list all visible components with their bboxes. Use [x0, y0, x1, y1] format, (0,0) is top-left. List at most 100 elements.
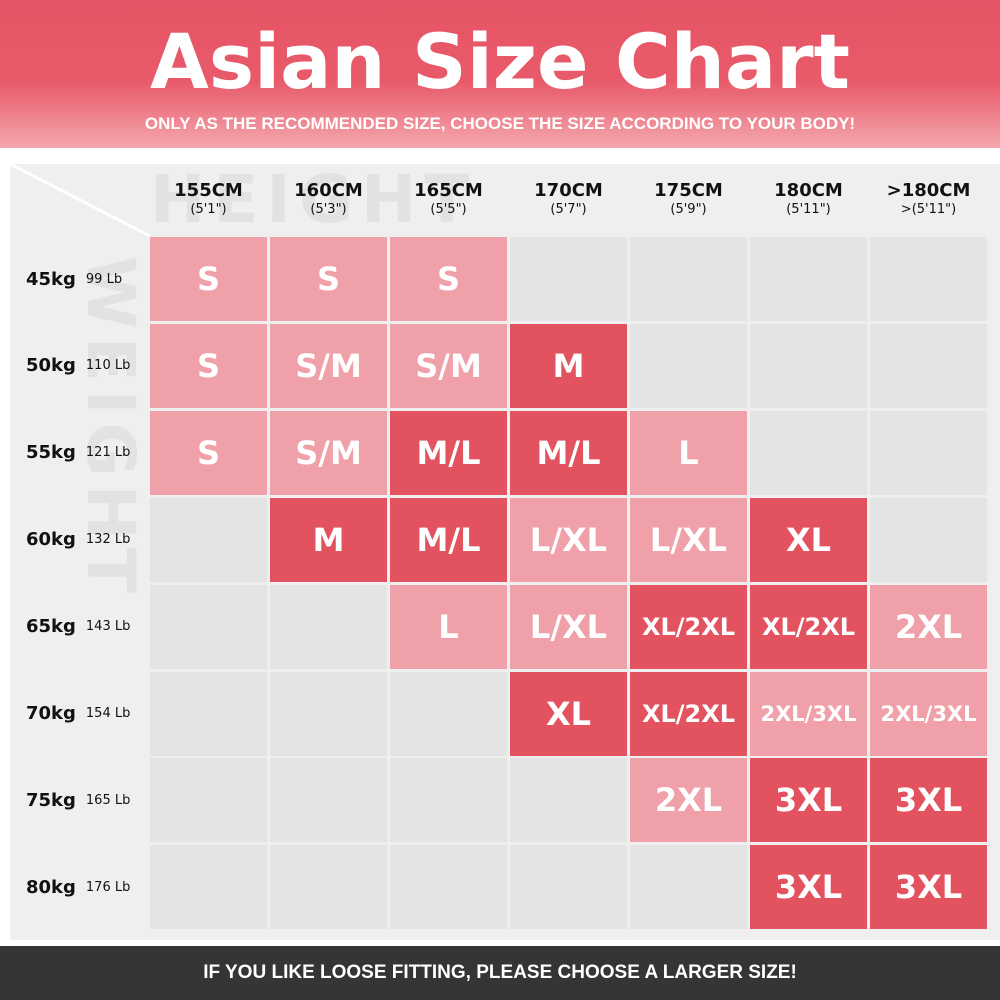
- size-cell: S/M: [270, 410, 387, 495]
- size-cell: 2XL: [630, 758, 747, 843]
- size-cell: 2XL/3XL: [750, 671, 867, 756]
- corner-diagonal: [10, 164, 150, 236]
- row-header: 45kg 99 Lb: [26, 237, 146, 321]
- empty-cell: [510, 758, 627, 843]
- height-cm: 165CM: [414, 180, 483, 201]
- size-cell: 2XL/3XL: [870, 671, 987, 756]
- height-feet: (5'5"): [430, 202, 467, 217]
- size-cell: 3XL: [870, 845, 987, 930]
- weight-kg: 55kg: [26, 442, 76, 464]
- size-cell: M: [510, 323, 627, 408]
- size-cell: S: [150, 323, 267, 408]
- size-cell: S/M: [390, 323, 507, 408]
- empty-cell: [270, 671, 387, 756]
- size-cell: S/M: [270, 323, 387, 408]
- size-cell: M/L: [510, 410, 627, 495]
- size-cell: M/L: [390, 410, 507, 495]
- size-cell: L/XL: [630, 497, 747, 582]
- empty-cell: [390, 845, 507, 930]
- size-cell: 2XL: [870, 584, 987, 669]
- diagonal-line: [10, 164, 150, 236]
- row-header: 55kg 121 Lb: [26, 411, 146, 495]
- size-cell: 3XL: [870, 758, 987, 843]
- row-header: 75kg 165 Lb: [26, 758, 146, 842]
- weight-lb: 154 Lb: [85, 706, 131, 721]
- size-cell: L: [630, 410, 747, 495]
- weight-kg: 75kg: [26, 789, 76, 811]
- weight-kg: 80kg: [26, 876, 76, 898]
- column-header: 155CM (5'1"): [150, 180, 267, 218]
- weight-lb: 99 Lb: [85, 271, 123, 287]
- empty-cell: [510, 845, 627, 930]
- empty-cell: [750, 323, 867, 408]
- empty-cell: [870, 237, 987, 321]
- height-cm: 180CM: [774, 180, 843, 201]
- column-header: 165CM (5'5"): [390, 180, 507, 218]
- height-cm: 175CM: [654, 180, 723, 201]
- height-cm: 160CM: [294, 180, 363, 201]
- weight-kg: 50kg: [26, 355, 76, 377]
- height-feet: (5'3"): [310, 202, 347, 217]
- empty-cell: [630, 237, 747, 321]
- size-cell: XL: [510, 671, 627, 756]
- column-header: 180CM (5'11"): [750, 180, 867, 218]
- size-cell: S: [150, 237, 267, 321]
- weight-kg: 60kg: [26, 529, 76, 551]
- height-feet: >(5'11"): [900, 202, 957, 217]
- empty-cell: [270, 845, 387, 930]
- size-cell: M/L: [390, 497, 507, 582]
- empty-cell: [150, 584, 267, 669]
- size-cell: L: [390, 584, 507, 669]
- watermark-height: HEIGHT: [150, 161, 478, 238]
- row-header: 70kg 154 Lb: [26, 672, 146, 756]
- size-cell: S: [390, 237, 507, 321]
- row-header: 50kg 110 Lb: [26, 324, 146, 408]
- empty-cell: [150, 845, 267, 930]
- row-header: 80kg 176 Lb: [26, 845, 146, 929]
- weight-lb: 176 Lb: [85, 879, 131, 895]
- empty-cell: [870, 410, 987, 495]
- weight-kg: 70kg: [26, 703, 76, 724]
- size-cell: S: [270, 237, 387, 321]
- empty-cell: [150, 671, 267, 756]
- size-cell: XL: [750, 497, 867, 582]
- size-cell: 3XL: [750, 758, 867, 843]
- column-header: 175CM (5'9"): [630, 180, 747, 218]
- column-header: >180CM >(5'11"): [870, 180, 987, 218]
- height-cm: 155CM: [174, 180, 243, 201]
- height-feet: (5'11"): [786, 202, 831, 217]
- empty-cell: [270, 584, 387, 669]
- height-feet: (5'1"): [190, 202, 227, 217]
- size-cell: S: [150, 410, 267, 495]
- empty-cell: [150, 497, 267, 582]
- weight-kg: 45kg: [26, 268, 76, 290]
- header-band: [0, 0, 1000, 148]
- weight-lb: 132 Lb: [85, 532, 131, 548]
- footer: IF YOU LIKE LOOSE FITTING, PLEASE CHOOSE…: [0, 946, 1000, 1000]
- weight-lb: 143 Lb: [85, 619, 131, 635]
- empty-cell: [390, 671, 507, 756]
- subtitle: ONLY AS THE RECOMMENDED SIZE, CHOOSE THE…: [144, 114, 856, 133]
- empty-cell: [870, 323, 987, 408]
- size-cell: XL/2XL: [630, 671, 747, 756]
- empty-cell: [750, 410, 867, 495]
- empty-cell: [150, 758, 267, 843]
- size-cell: XL/2XL: [750, 584, 867, 669]
- empty-cell: [390, 758, 507, 843]
- weight-lb: 165 Lb: [85, 792, 131, 808]
- empty-cell: [510, 237, 627, 321]
- height-cm: >180CM: [886, 180, 971, 201]
- empty-cell: [870, 497, 987, 582]
- row-header: 65kg 143 Lb: [26, 585, 146, 669]
- empty-cell: [750, 237, 867, 321]
- weight-lb: 121 Lb: [85, 445, 131, 461]
- column-header: 160CM (5'3"): [270, 180, 387, 218]
- title: Asian Size Chart: [150, 17, 850, 106]
- column-header: 170CM (5'7"): [510, 180, 627, 218]
- size-cell: 3XL: [750, 845, 867, 930]
- height-feet: (5'9"): [670, 202, 707, 217]
- weight-lb: 110 Lb: [85, 358, 131, 374]
- size-cell: XL/2XL: [630, 584, 747, 669]
- size-cell: M: [270, 497, 387, 582]
